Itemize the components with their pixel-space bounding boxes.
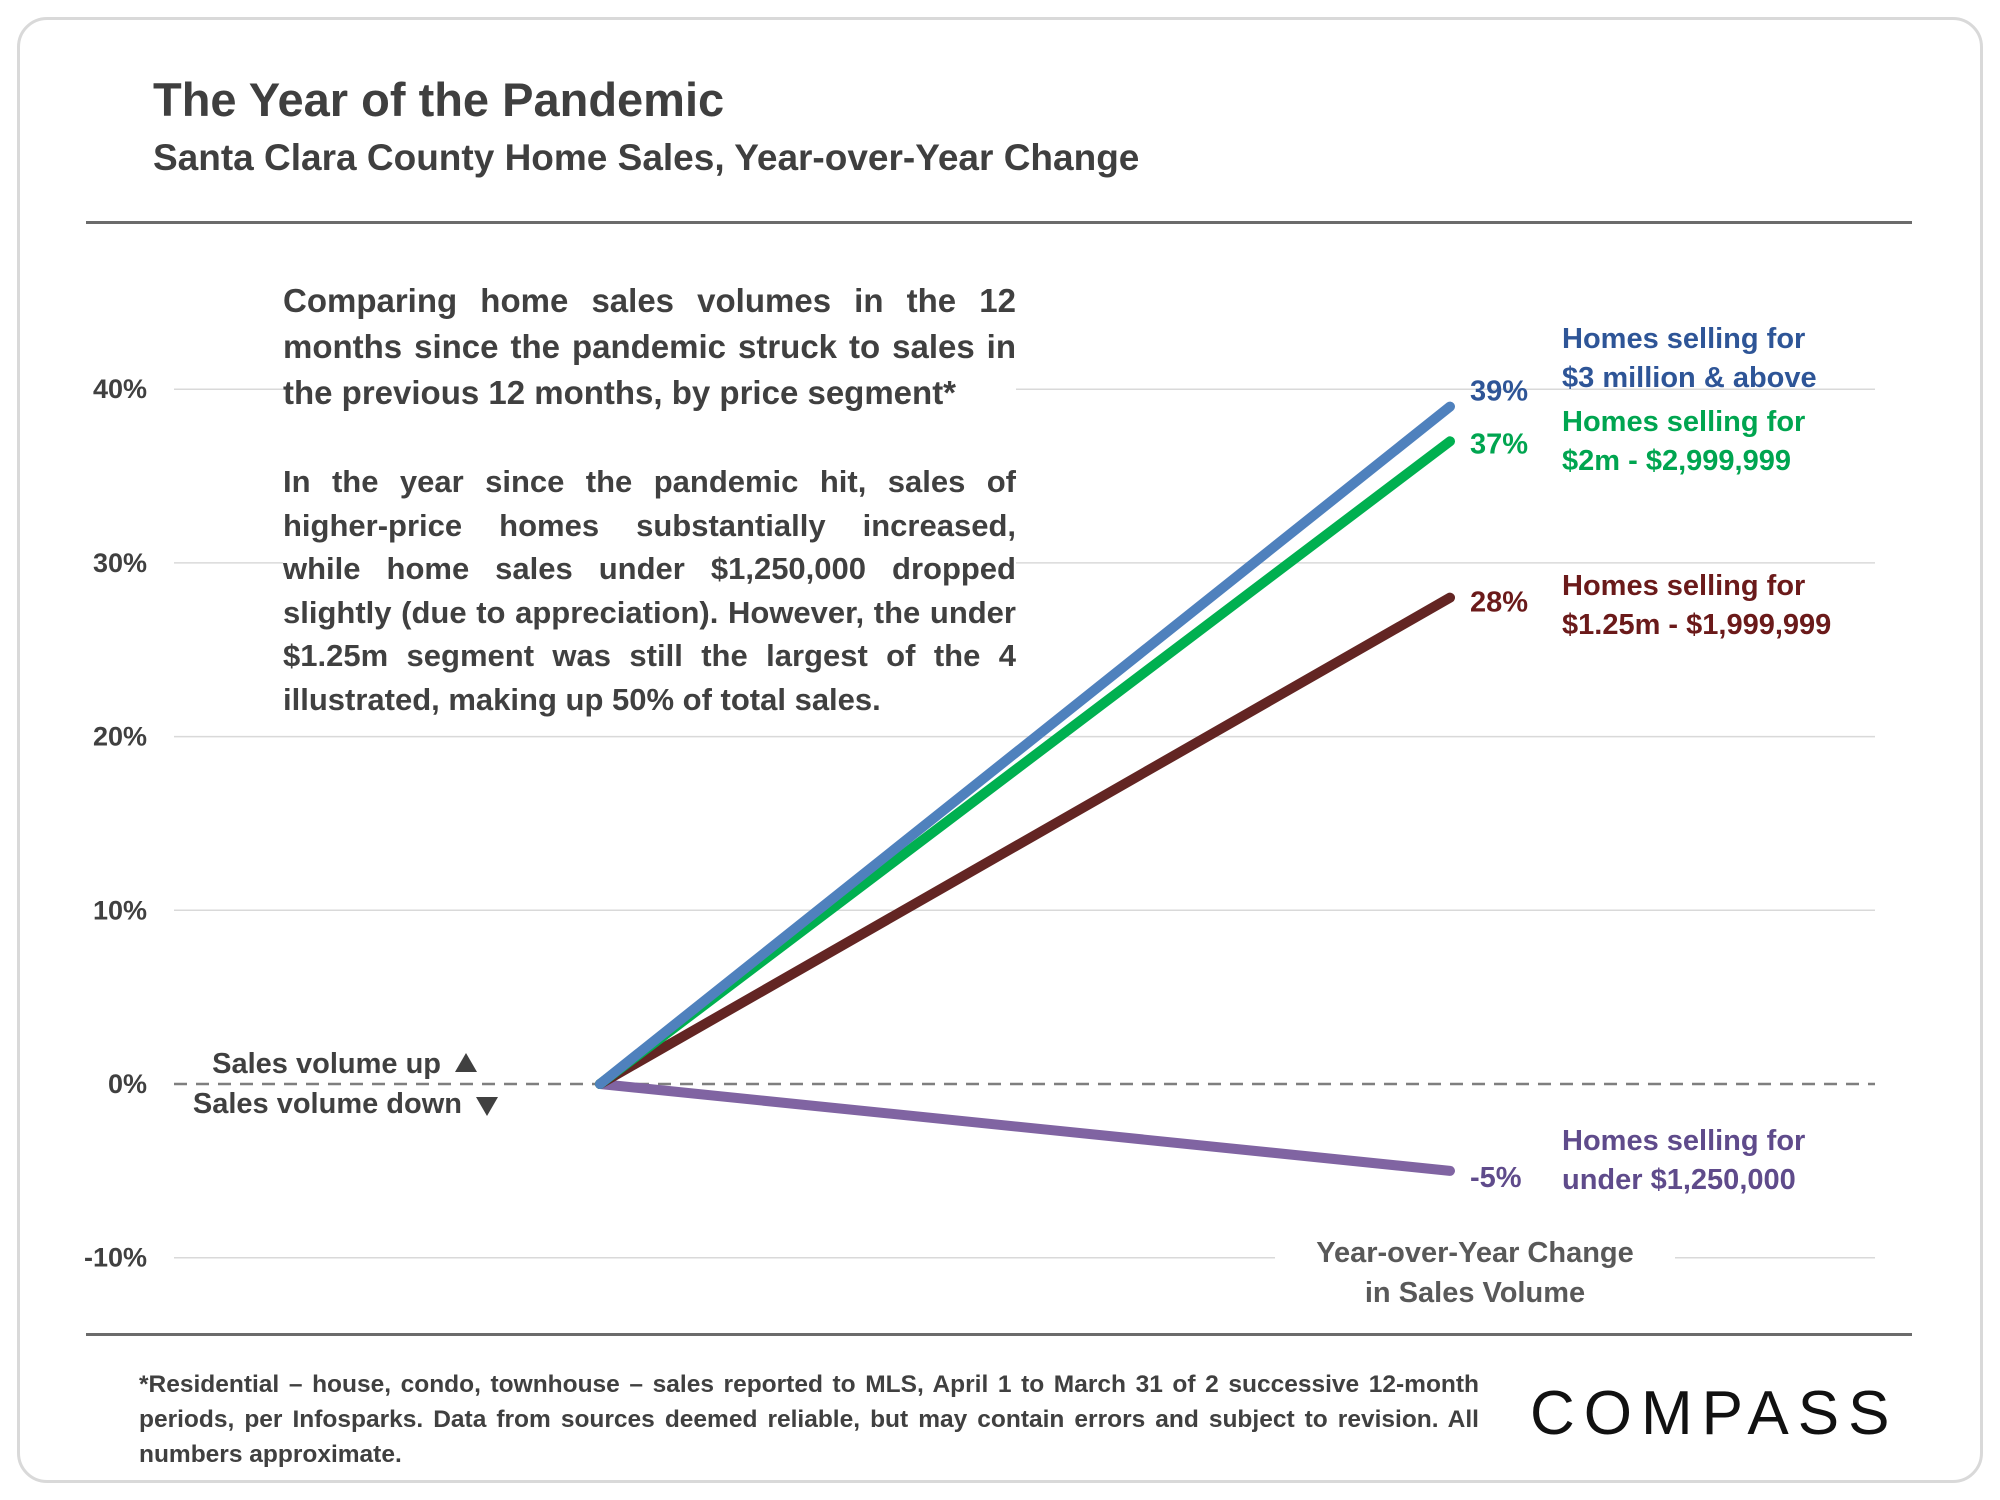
end-value-label: -5% [1470,1162,1522,1194]
footnote: *Residential – house, condo, townhouse –… [139,1371,1479,1468]
chart-subtitle: Santa Clara County Home Sales, Year-over… [153,137,1140,178]
y-tick-label: 10% [93,895,147,925]
series-label: under $1,250,000 [1562,1164,1796,1196]
chart-title: The Year of the Pandemic [153,73,725,126]
summary-note: In the year since the pandemic hit, sale… [283,460,1016,721]
end-value-label: 39% [1470,376,1528,408]
series-line [595,592,1455,1089]
series-line [595,1079,1455,1176]
sales-up-label: Sales volume up [212,1048,441,1080]
up-triangle-icon [455,1053,477,1072]
axis-caption: Year-over-Year Change [1316,1237,1634,1269]
series-label: Homes selling for [1562,1125,1805,1157]
series-label: $3 million & above [1562,362,1817,394]
series-label: Homes selling for [1562,570,1805,602]
top-divider [86,221,1912,224]
series-label: Homes selling for [1562,323,1805,355]
axis-caption: in Sales Volume [1365,1277,1585,1309]
compass-logo: COMPASS [1530,1379,1899,1448]
y-tick-label: 20% [93,722,147,752]
down-triangle-icon [476,1097,498,1116]
series-line [595,401,1455,1089]
sales-down-label: Sales volume down [193,1088,462,1120]
bottom-divider [86,1333,1912,1336]
series-label: $1.25m - $1,999,999 [1562,609,1831,641]
y-tick-label: 0% [108,1069,147,1099]
y-tick-label: -10% [84,1243,147,1273]
caption-backdrop [1275,1228,1675,1328]
comparison-note: Comparing home sales volumes in the 12 m… [283,278,1016,416]
series-label: Homes selling for [1562,406,1805,438]
end-value-label: 28% [1470,587,1528,619]
series-label: $2m - $2,999,999 [1562,445,1791,477]
end-value-label: 37% [1470,428,1528,460]
chart-frame [17,17,1983,1483]
y-tick-label: 30% [93,548,147,578]
y-tick-label: 40% [93,374,147,404]
